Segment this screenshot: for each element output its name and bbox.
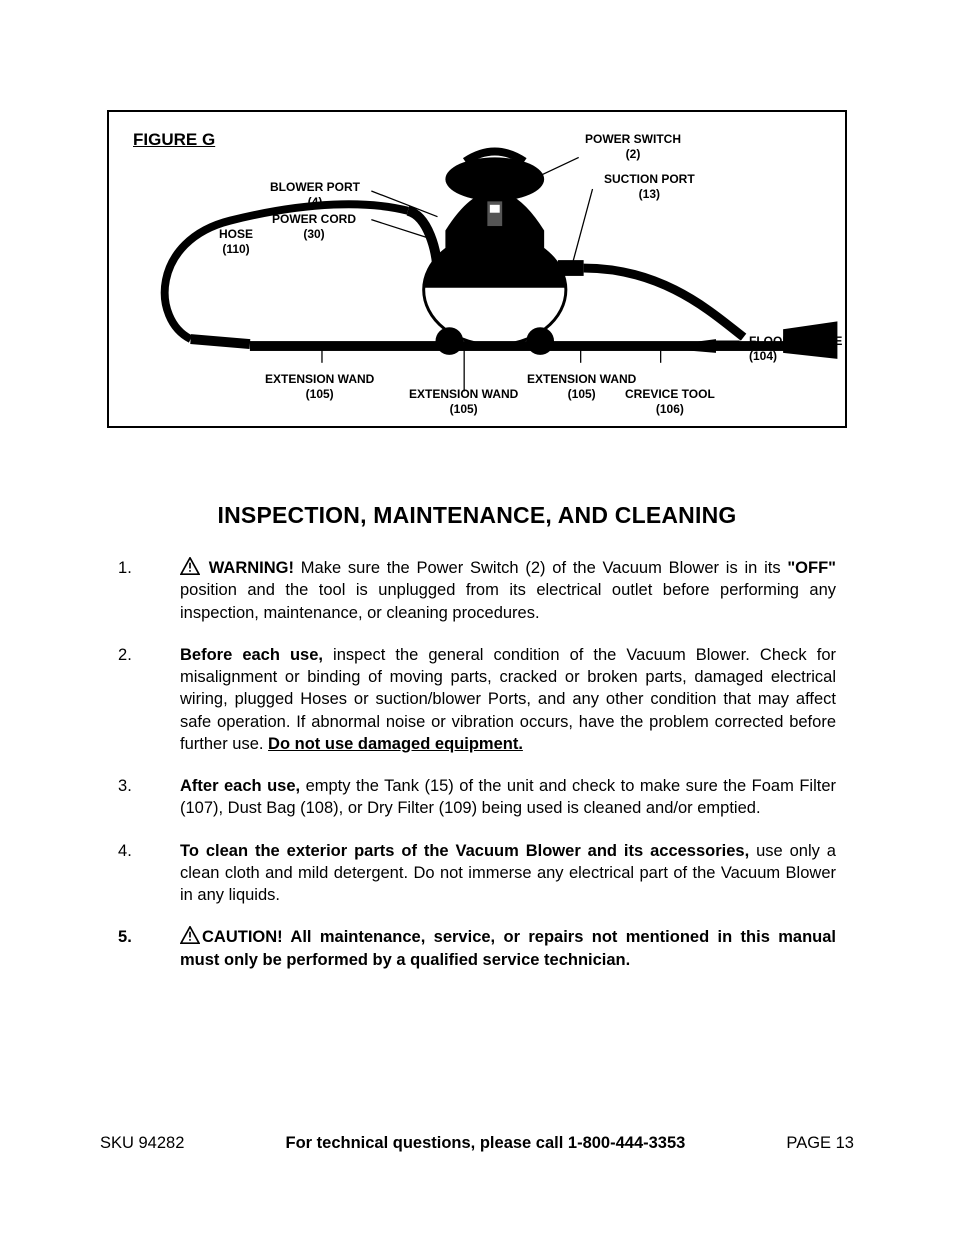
- callout-ext-wand-right: EXTENSION WAND (105): [527, 372, 636, 402]
- callout-num: (105): [409, 402, 518, 417]
- callout-num: (13): [604, 187, 695, 202]
- callout-label: FLOOR NOZZLE: [749, 334, 842, 348]
- callout-num: (105): [265, 387, 374, 402]
- off-text: "OFF": [787, 559, 836, 577]
- callout-label: CREVICE TOOL: [625, 387, 715, 401]
- callout-hose: HOSE (110): [219, 227, 253, 257]
- callout-label: HOSE: [219, 227, 253, 241]
- step-2: Before each use, inspect the general con…: [118, 644, 836, 755]
- step-3-lead: After each use,: [180, 777, 300, 795]
- section-heading: INSPECTION, MAINTENANCE, AND CLEANING: [100, 502, 854, 529]
- step-3: After each use, empty the Tank (15) of t…: [118, 775, 836, 820]
- warning-icon: [180, 557, 200, 575]
- callout-crevice-tool: CREVICE TOOL (106): [625, 387, 715, 417]
- caution-label: CAUTION!: [202, 928, 283, 946]
- callout-label: EXTENSION WAND: [527, 372, 636, 386]
- vacuum-illustration: [109, 112, 845, 426]
- step-2-lead: Before each use,: [180, 646, 323, 664]
- callout-suction-port: SUCTION PORT (13): [604, 172, 695, 202]
- step-1-body-b: position and the tool is unplugged from …: [180, 581, 836, 621]
- caution-icon: [180, 926, 200, 944]
- callout-label: EXTENSION WAND: [265, 372, 374, 386]
- callout-power-cord: POWER CORD (30): [272, 212, 356, 242]
- warning-label: WARNING!: [209, 559, 294, 577]
- callout-num: (30): [272, 227, 356, 242]
- callout-ext-wand-mid: EXTENSION WAND (105): [409, 387, 518, 417]
- instruction-list: WARNING! Make sure the Power Switch (2) …: [118, 557, 836, 971]
- callout-num: (106): [625, 402, 715, 417]
- footer-sku: SKU 94282: [100, 1134, 184, 1153]
- step-4: To clean the exterior parts of the Vacuu…: [118, 840, 836, 907]
- manual-page: FIGURE G: [0, 0, 954, 1235]
- callout-label: EXTENSION WAND: [409, 387, 518, 401]
- callout-label: SUCTION PORT: [604, 172, 695, 186]
- callout-label: POWER SWITCH: [585, 132, 681, 146]
- callout-blower-port: BLOWER PORT (4): [270, 180, 360, 210]
- callout-num: (110): [219, 242, 253, 257]
- step-5: CAUTION! All maintenance, service, or re…: [118, 926, 836, 971]
- callout-num: (2): [585, 147, 681, 162]
- callout-label: BLOWER PORT: [270, 180, 360, 194]
- callout-num: (105): [527, 387, 636, 402]
- figure-g-box: FIGURE G: [107, 110, 847, 428]
- footer-support-phone: For technical questions, please call 1-8…: [285, 1134, 685, 1153]
- footer-page-number: PAGE 13: [786, 1134, 854, 1153]
- step-2-tail: Do not use damaged equipment.: [268, 735, 523, 753]
- step-4-lead: To clean the exterior parts of the Vacuu…: [180, 842, 749, 860]
- callout-ext-wand-left: EXTENSION WAND (105): [265, 372, 374, 402]
- callout-floor-nozzle: FLOOR NOZZLE (104): [749, 334, 842, 364]
- step-1-body-a: Make sure the Power Switch (2) of the Va…: [294, 559, 787, 577]
- callout-num: (4): [270, 195, 360, 210]
- callout-label: POWER CORD: [272, 212, 356, 226]
- page-footer: SKU 94282 For technical questions, pleas…: [100, 1134, 854, 1153]
- callout-num: (104): [749, 349, 842, 364]
- callout-power-switch: POWER SWITCH (2): [585, 132, 681, 162]
- step-1: WARNING! Make sure the Power Switch (2) …: [118, 557, 836, 624]
